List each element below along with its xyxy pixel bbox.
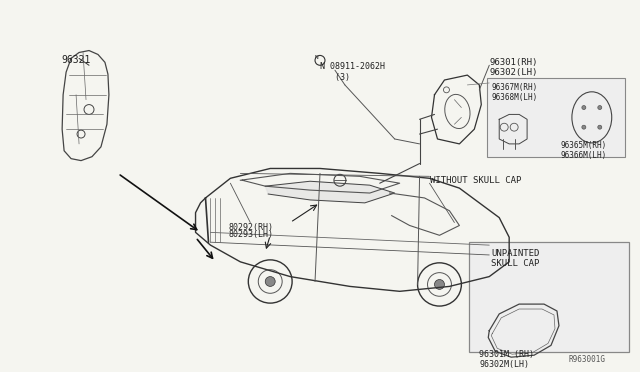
Text: WITHOUT SKULL CAP: WITHOUT SKULL CAP (429, 176, 521, 185)
FancyBboxPatch shape (469, 242, 628, 352)
Text: 96302M(LH): 96302M(LH) (479, 360, 529, 369)
Text: N 08911-2062H
   (3): N 08911-2062H (3) (320, 62, 385, 82)
Text: 96301(RH): 96301(RH) (489, 58, 538, 67)
Circle shape (265, 276, 275, 286)
FancyBboxPatch shape (487, 78, 625, 157)
Circle shape (582, 125, 586, 129)
Text: 96302(LH): 96302(LH) (489, 68, 538, 77)
Circle shape (582, 106, 586, 109)
Circle shape (598, 125, 602, 129)
Text: 80292(RH): 80292(RH) (228, 222, 273, 231)
Polygon shape (265, 181, 395, 203)
Text: 96321: 96321 (61, 55, 90, 65)
Text: 96301M (RH): 96301M (RH) (479, 350, 534, 359)
Circle shape (435, 279, 444, 289)
Circle shape (598, 106, 602, 109)
Text: R963001G: R963001G (569, 355, 606, 364)
Text: 96367M(RH): 96367M(RH) (492, 83, 538, 92)
Text: 96368M(LH): 96368M(LH) (492, 93, 538, 102)
Text: UNPAINTED
SKULL CAP: UNPAINTED SKULL CAP (492, 249, 540, 269)
Text: 96366M(LH): 96366M(LH) (561, 151, 607, 160)
Text: 80293(LH): 80293(LH) (228, 230, 273, 240)
Text: 96365M(RH): 96365M(RH) (561, 141, 607, 150)
Text: N: N (314, 55, 318, 60)
